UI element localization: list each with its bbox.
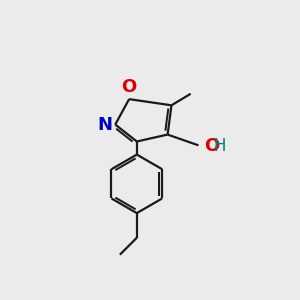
- Text: H: H: [214, 137, 226, 155]
- Text: O: O: [204, 137, 219, 155]
- Text: N: N: [97, 116, 112, 134]
- Text: O: O: [122, 78, 137, 96]
